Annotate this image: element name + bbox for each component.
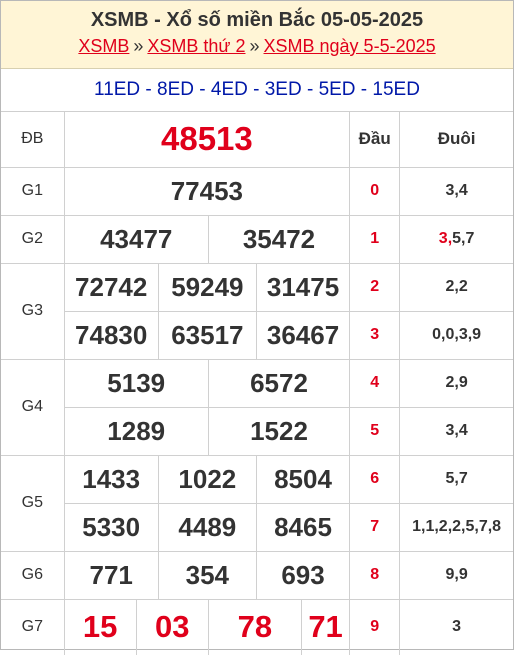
prize-number: 71 [300, 598, 351, 655]
prize-label: G2 [1, 214, 65, 264]
duoi-highlight: 3, [438, 230, 453, 247]
prize-number: 35472 [207, 214, 351, 264]
duoi-value: 9,9 [399, 550, 513, 600]
prize-label: G1 [1, 166, 65, 216]
breadcrumb-weekday-link[interactable]: XSMB thứ 2 [147, 36, 246, 56]
prize-number: 6572 [207, 358, 351, 408]
prize-number: 72742 [63, 262, 159, 312]
row-g3b: 74830 63517 36467 3 0,0,3,9 [1, 310, 513, 360]
page-title: XSMB - Xổ số miền Bắc 05-05-2025 [90, 9, 424, 31]
duoi-value: 1,1,2,2,5,7,8 [399, 502, 513, 552]
row-db: ĐB 48513 Đầu Đuôi [1, 112, 513, 168]
dau-value: 3 [349, 310, 401, 360]
duoi-value: 2,9 [399, 358, 513, 408]
dau-value: 8 [349, 550, 401, 600]
row-g2: G2 43477 35472 1 3,5,7 [1, 214, 513, 264]
duoi-value: 5,7 [399, 454, 513, 504]
prize-number: 5330 [64, 502, 159, 552]
prize-number: 771 [63, 550, 159, 600]
prize-number: 77453 [63, 166, 351, 216]
duoi-value: 3,4 [399, 166, 513, 216]
prize-number: 43477 [63, 214, 209, 264]
row-g4: G4 5139 6572 4 2,9 [1, 358, 513, 456]
dau-header: Đầu [349, 112, 401, 168]
prize-label: G3 [1, 262, 65, 360]
breadcrumb-xsmb-link[interactable]: XSMB [78, 36, 130, 56]
dau-value: 4 [349, 358, 401, 408]
duoi-value: 3 [399, 598, 513, 655]
dau-value: 7 [349, 502, 401, 552]
prize-number: 1022 [157, 454, 257, 504]
duoi-header: Đuôi [399, 112, 513, 168]
prize-number: 03 [135, 598, 209, 655]
prize-label: G7 [1, 598, 65, 655]
prize-number: 36467 [255, 310, 351, 360]
prize-label: G4 [1, 358, 65, 456]
prize-number: 74830 [64, 310, 159, 360]
duoi-rest: 5,7 [452, 230, 475, 247]
prize-label: ĐB [1, 112, 65, 168]
prize-label: G5 [1, 454, 65, 552]
dau-value: 9 [349, 598, 401, 655]
prize-number: 1289 [64, 406, 209, 456]
header: XSMB - Xổ số miền Bắc 05-05-2025 XSMB» XS… [1, 1, 513, 69]
prize-number: 1522 [207, 406, 351, 456]
prize-number: 78 [207, 598, 303, 655]
row-g7: G7 15 03 78 71 9 3 [1, 598, 513, 655]
prize-number: 15 [63, 598, 137, 655]
duoi-value: 2,2 [399, 262, 513, 312]
prize-number: 4489 [157, 502, 257, 552]
prize-number: 8504 [255, 454, 351, 504]
breadcrumb-separator: » [133, 36, 144, 56]
prize-number: 354 [157, 550, 257, 600]
results-table: ĐB 48513 Đầu Đuôi G1 77453 0 3,4 G2 4347… [1, 112, 513, 655]
dau-value: 1 [349, 214, 401, 264]
prize-number: 5139 [63, 358, 209, 408]
dau-value: 5 [349, 406, 401, 456]
row-g5b: 5330 4489 8465 7 1,1,2,2,5,7,8 [1, 502, 513, 552]
prize-label: G6 [1, 550, 65, 600]
prize-number: 8465 [255, 502, 351, 552]
prize-number: 1433 [63, 454, 159, 504]
breadcrumb: XSMB» XSMB thứ 2» XSMB ngày 5-5-2025 [1, 36, 513, 56]
duoi-value: 0,0,3,9 [399, 310, 513, 360]
row-g3: G3 72742 59249 31475 2 2,2 [1, 262, 513, 360]
prize-number: 59249 [157, 262, 257, 312]
dau-value: 2 [349, 262, 401, 312]
row-g4b: 1289 1522 5 3,4 [1, 406, 513, 456]
breadcrumb-date-link[interactable]: XSMB ngày 5-5-2025 [263, 36, 436, 56]
row-g6: G6 771 354 693 8 9,9 [1, 550, 513, 600]
prize-number: 693 [255, 550, 351, 600]
special-codes: 11ED - 8ED - 4ED - 3ED - 5ED - 15ED [1, 69, 513, 112]
duoi-value: 3,4 [399, 406, 513, 456]
dau-value: 6 [349, 454, 401, 504]
special-prize-number: 48513 [63, 112, 351, 168]
duoi-value: 3,5,7 [399, 214, 513, 264]
prize-number: 31475 [255, 262, 351, 312]
prize-number: 63517 [157, 310, 257, 360]
dau-value: 0 [349, 166, 401, 216]
row-g1: G1 77453 0 3,4 [1, 166, 513, 216]
row-g5: G5 1433 1022 8504 6 5,7 [1, 454, 513, 552]
breadcrumb-separator: » [249, 36, 260, 56]
